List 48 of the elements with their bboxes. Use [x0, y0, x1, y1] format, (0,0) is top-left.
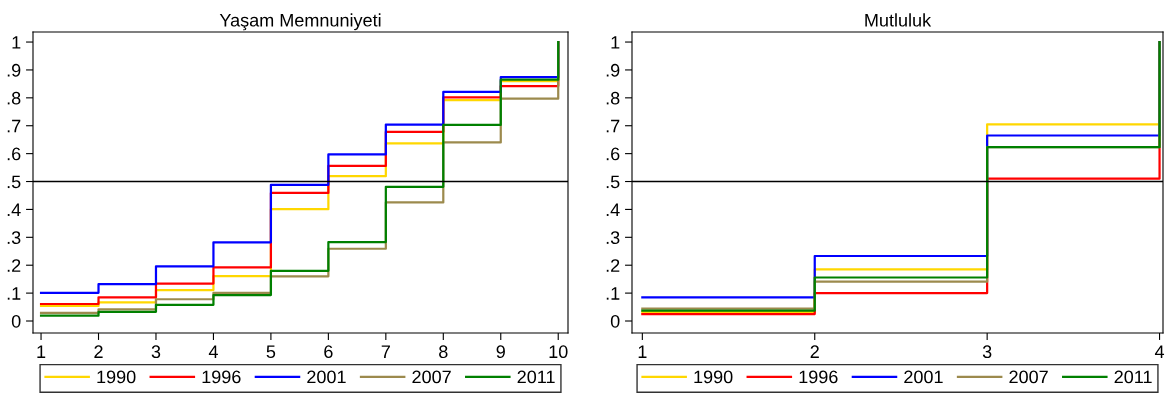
legend-label: 1996	[202, 370, 241, 384]
y-tick-label: .2	[606, 259, 620, 272]
y-tick-label: .9	[7, 63, 21, 77]
y-tick-label: .9	[606, 63, 620, 77]
x-tick-label: 1	[37, 345, 46, 358]
x-tick-label: 5	[266, 345, 276, 359]
x-tick-label: 3	[151, 345, 161, 359]
y-tick-label: .2	[7, 259, 21, 272]
y-tick-label: .5	[7, 175, 21, 189]
legend-label: 2011	[1114, 370, 1152, 384]
legend-label: 2007	[412, 370, 451, 384]
x-tick-label: 8	[439, 345, 448, 359]
y-tick-label: 0	[11, 314, 21, 328]
legend-label: 2007	[1009, 370, 1048, 384]
legend-label: 1990	[97, 370, 136, 384]
y-tick-label: .4	[606, 203, 620, 216]
y-tick-label: .5	[606, 175, 620, 189]
y-tick-label: .1	[606, 287, 620, 300]
y-tick-label: 1	[12, 36, 21, 49]
y-tick-label: .1	[7, 287, 21, 300]
x-tick-label: 2	[810, 345, 819, 358]
legend-label: 1990	[694, 370, 733, 384]
y-tick-label: .3	[606, 231, 620, 245]
y-tick-label: .8	[606, 91, 620, 105]
x-tick-label: 6	[324, 345, 333, 359]
legend-label: 2001	[904, 370, 943, 384]
legend-label: 2001	[307, 370, 346, 384]
y-tick-label: .6	[7, 147, 21, 161]
x-tick-label: 1	[638, 345, 647, 358]
x-tick-label: 3	[982, 345, 992, 359]
y-tick-label: .7	[606, 119, 620, 133]
x-tick-label: 10	[549, 345, 568, 359]
chart-title: Yaşam Memnuniyeti	[219, 13, 381, 31]
legend-label: 2011	[517, 370, 555, 384]
y-tick-label: .3	[7, 231, 21, 245]
y-tick-label: .6	[606, 147, 620, 161]
y-tick-label: .7	[7, 119, 21, 133]
x-tick-label: 9	[496, 345, 505, 359]
x-tick-label: 4	[1154, 345, 1165, 358]
y-tick-label: .4	[7, 203, 21, 216]
x-tick-label: 7	[381, 345, 390, 358]
y-tick-label: 0	[610, 314, 620, 328]
legend-label: 1996	[799, 370, 838, 384]
x-tick-label: 4	[208, 345, 218, 358]
y-tick-label: .8	[7, 91, 21, 105]
x-tick-label: 2	[94, 345, 103, 358]
chart-title: Mutluluk	[865, 13, 932, 27]
y-tick-label: 1	[611, 36, 620, 49]
